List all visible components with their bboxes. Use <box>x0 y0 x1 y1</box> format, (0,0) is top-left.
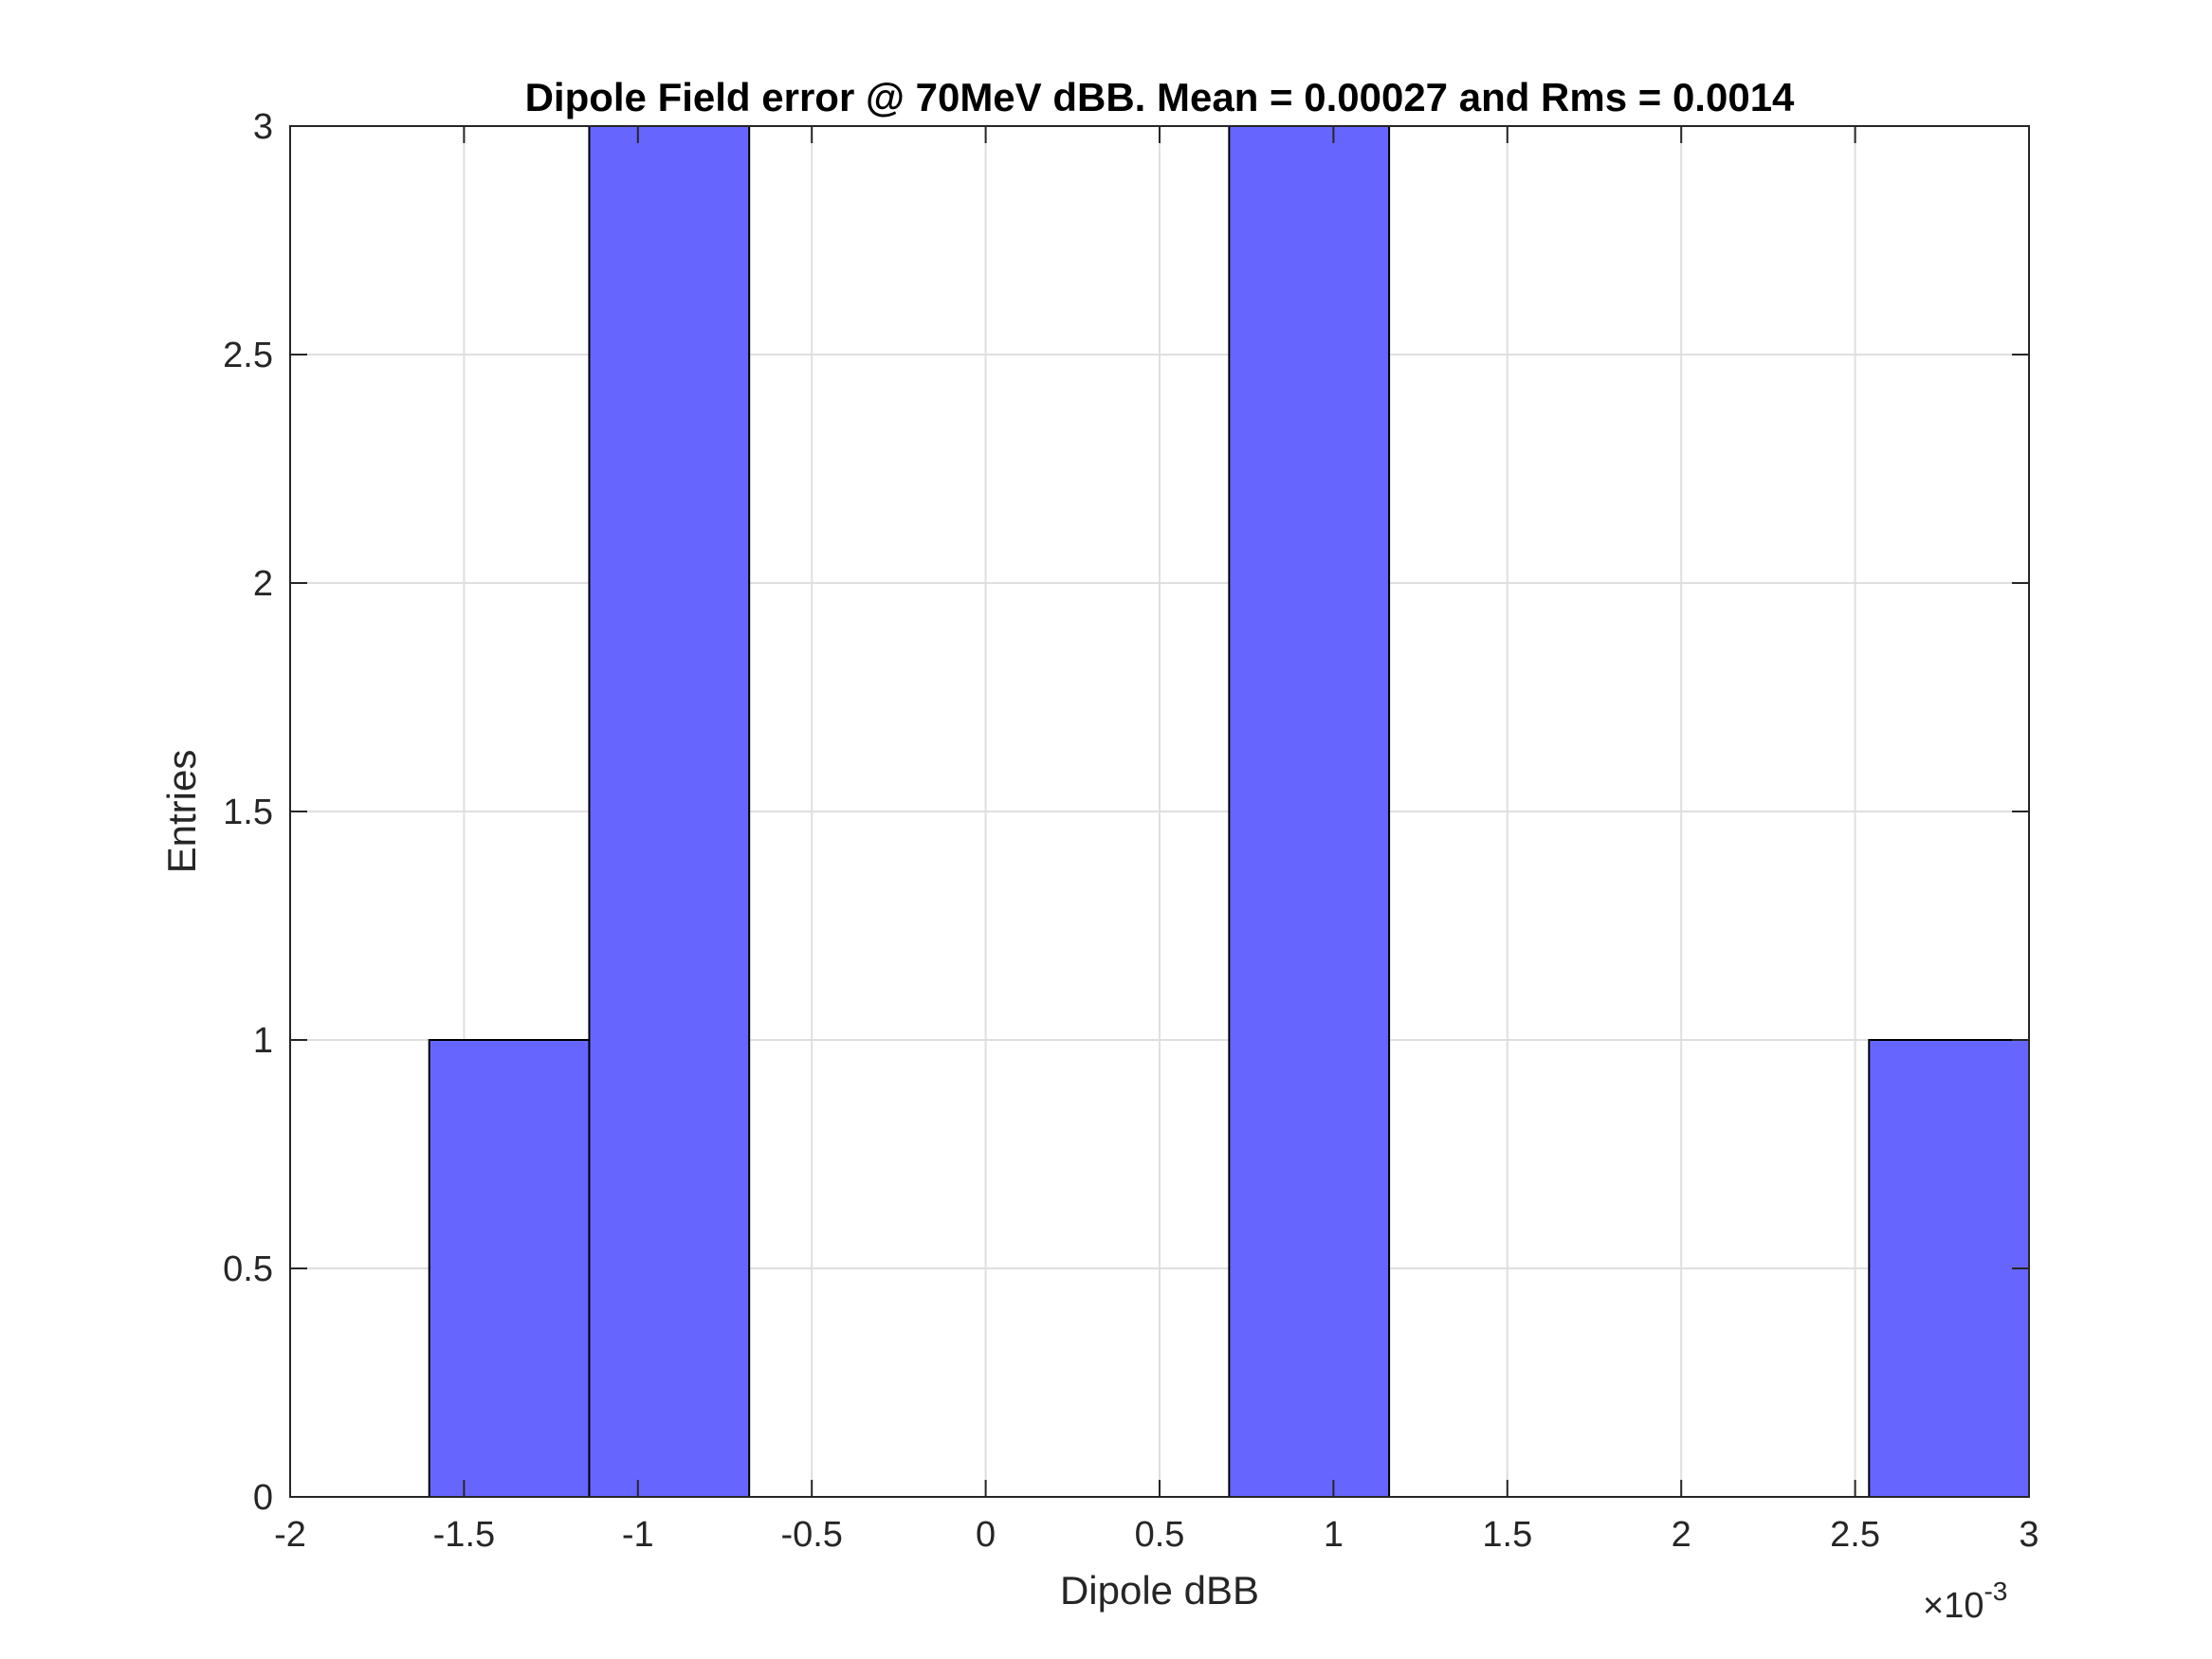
y-tick-label: 3 <box>253 107 273 147</box>
axis-ticks <box>289 125 2030 1498</box>
x-axis-exponent-label: ×10-3 <box>1923 1577 2007 1626</box>
y-tick-label: 0.5 <box>223 1249 273 1289</box>
y-tick-label: 2.5 <box>223 336 273 375</box>
x-tick-label: -1 <box>622 1515 654 1555</box>
x-tick-label: 2 <box>1672 1515 1691 1555</box>
y-tick-label: 1 <box>253 1021 273 1061</box>
x-tick-label: 0.5 <box>1135 1515 1185 1555</box>
x-tick-label: -2 <box>274 1515 306 1555</box>
y-tick-label: 1.5 <box>223 793 273 832</box>
x-tick-label: 1.5 <box>1482 1515 1532 1555</box>
y-tick-label: 2 <box>253 564 273 604</box>
x-tick-label: 3 <box>2019 1515 2038 1555</box>
chart-title: Dipole Field error @ 70MeV dBB. Mean = 0… <box>525 75 1795 119</box>
x-axis-exponent-power: -3 <box>1983 1577 2007 1606</box>
histogram-bar <box>428 1039 591 1498</box>
x-tick-label: -1.5 <box>433 1515 495 1555</box>
x-axis-exponent-base: ×10 <box>1923 1586 1983 1626</box>
histogram-bar <box>1868 1039 2030 1498</box>
x-tick-label: 0 <box>976 1515 996 1555</box>
histogram-bars <box>428 125 2030 1498</box>
histogram-bar <box>588 125 751 1498</box>
x-tick-label: -0.5 <box>780 1515 842 1555</box>
y-tick-label: 0 <box>253 1478 273 1518</box>
x-tick-label: 2.5 <box>1830 1515 1880 1555</box>
y-axis-title: Entries <box>159 750 204 874</box>
histogram-bar <box>1228 125 1391 1498</box>
x-axis-title: Dipole dBB <box>1060 1568 1259 1613</box>
x-tick-label: 1 <box>1324 1515 1344 1555</box>
x-tick-labels: -2 -1.5 -1 -0.5 0 0.5 1 1.5 2 2.5 3 <box>274 1515 2038 1555</box>
y-tick-labels: 0 0.5 1 1.5 2 2.5 3 <box>223 107 273 1518</box>
